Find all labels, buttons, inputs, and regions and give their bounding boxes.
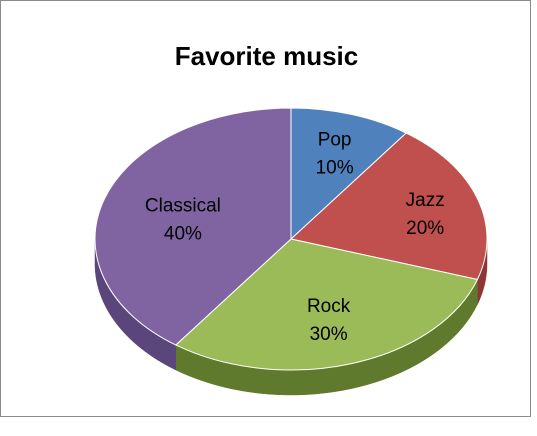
chart-title: Favorite music: [174, 41, 359, 71]
pie-chart: Pop 10% Jazz 20% Rock 30% Classical 40%: [94, 107, 488, 396]
slice-classical: [94, 107, 292, 346]
slice-label-name-rock: Rock: [307, 296, 351, 317]
slice-label-name-pop: Pop: [318, 129, 352, 150]
slice-label-value-rock: 30%: [310, 324, 348, 345]
slice-label-value-pop: 10%: [316, 157, 354, 178]
slice-label-value-classical: 40%: [164, 224, 202, 245]
slice-jazz: [289, 132, 488, 281]
slice-label-name-jazz: Jazz: [406, 190, 445, 211]
slice-label-value-jazz: 20%: [406, 218, 444, 239]
slice-label-name-classical: Classical: [145, 196, 221, 217]
chart-area: Favorite music Pop 10% Jazz 20% Rock 30% Class…: [0, 0, 531, 417]
slice-rock: [174, 238, 479, 371]
slice-pop: [290, 107, 408, 241]
